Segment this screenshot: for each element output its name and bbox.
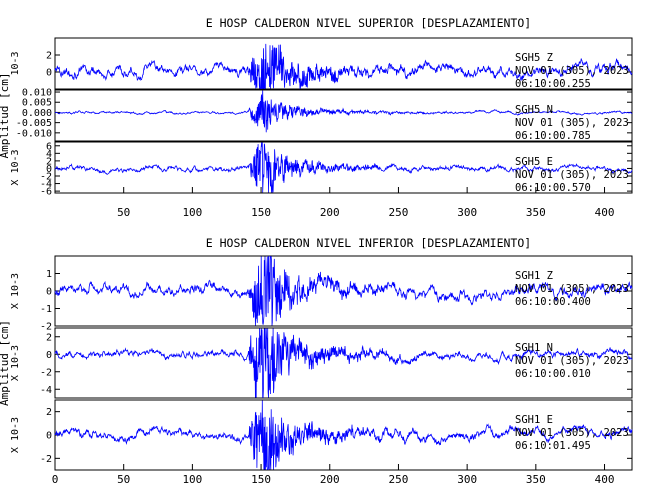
chart-title: E HOSP CALDERON NIVEL SUPERIOR [DESPLAZA… <box>206 16 531 30</box>
time-label: 06:10:00.255 <box>515 78 591 90</box>
y-tick-label: 6 <box>46 141 52 152</box>
time-label: 06:10:00.010 <box>515 368 591 380</box>
x-tick-label: 400 <box>595 473 615 486</box>
y-tick-label: -1 <box>40 304 52 315</box>
trace-sgh5-e <box>54 142 633 193</box>
date-label: NOV 01 (305), 2023 <box>515 427 629 439</box>
x-tick-label: 250 <box>389 206 409 219</box>
panel-frame <box>54 89 633 142</box>
x-tick-label: 50 <box>117 473 130 486</box>
y-tick-label: 0.000 <box>22 108 52 119</box>
time-label: 06:10:00.570 <box>515 182 591 194</box>
x-tick-label: 350 <box>526 206 546 219</box>
y-scale-label: X 10-3 <box>10 345 21 381</box>
time-label: 06:10:01.495 <box>515 440 591 452</box>
y-tick-label: -2 <box>40 367 52 378</box>
x-tick-label: 100 <box>182 206 202 219</box>
station-label: SGH1 N <box>515 342 553 354</box>
y-tick-label: 0.005 <box>22 98 52 109</box>
date-label: NOV 01 (305), 2023 <box>515 169 629 181</box>
x-tick-label: 250 <box>389 473 409 486</box>
y-tick-label: 0 <box>46 68 52 79</box>
y-tick-label: -2 <box>40 454 52 465</box>
time-label: 06:10:00.785 <box>515 130 591 142</box>
station-label: SGH5 N <box>515 104 553 116</box>
y-tick-label: -2 <box>40 172 52 183</box>
time-label: 06:10:00.400 <box>515 296 591 308</box>
x-tick-label: 150 <box>251 473 271 486</box>
trace-sgh1-e <box>54 400 633 470</box>
chart-title: E HOSP CALDERON NIVEL INFERIOR [DESPLAZA… <box>206 236 531 250</box>
y-tick-label: -0.005 <box>16 118 52 129</box>
y-tick-label: -4 <box>40 385 52 396</box>
y-tick-label: 2 <box>46 156 52 167</box>
x-tick-label: 400 <box>595 206 615 219</box>
panel-frame <box>54 141 633 194</box>
x-tick-label: 0 <box>52 473 59 486</box>
station-label: SGH5 E <box>515 156 553 168</box>
x-tick-label: 300 <box>457 206 477 219</box>
chart-group-2: E HOSP CALDERON NIVEL INFERIOR [DESPLAZA… <box>0 236 633 486</box>
y-tick-label: 0.010 <box>22 88 52 99</box>
x-tick-label: 200 <box>320 206 340 219</box>
trace-sgh1-n <box>54 328 633 398</box>
y-tick-label: 2 <box>46 407 52 418</box>
y-tick-label: -4 <box>40 179 52 190</box>
chart-group-1: E HOSP CALDERON NIVEL SUPERIOR [DESPLAZA… <box>0 16 633 219</box>
date-label: NOV 01 (305), 2023 <box>515 117 629 129</box>
y-axis-label: Amplitud [cm] <box>0 320 11 406</box>
x-tick-label: 50 <box>117 206 130 219</box>
x-tick-label: 300 <box>457 473 477 486</box>
y-tick-label: 0 <box>46 431 52 442</box>
y-scale-label: 10-3 <box>10 51 21 75</box>
y-scale-label: X 10-3 <box>10 273 21 309</box>
station-label: SGH5 Z <box>515 52 553 64</box>
y-tick-label: 2 <box>46 51 52 62</box>
x-tick-label: 200 <box>320 473 340 486</box>
y-tick-label: -0.010 <box>16 128 52 139</box>
date-label: NOV 01 (305), 2023 <box>515 65 629 77</box>
y-tick-label: 0 <box>46 164 52 175</box>
y-tick-label: 2 <box>46 332 52 343</box>
x-tick-label: 350 <box>526 473 546 486</box>
trace-sgh5-z <box>54 43 633 90</box>
station-label: SGH1 E <box>515 414 553 426</box>
y-tick-label: -6 <box>40 187 52 198</box>
y-tick-label: -2 <box>40 322 52 333</box>
station-label: SGH1 Z <box>515 270 553 282</box>
y-tick-label: 0 <box>46 350 52 361</box>
trace-sgh5-n <box>54 90 633 133</box>
y-axis-label: Amplitud [cm] <box>0 72 11 158</box>
trace-sgh1-z <box>54 256 633 326</box>
panel-frame <box>54 327 633 399</box>
date-label: NOV 01 (305), 2023 <box>515 283 629 295</box>
y-tick-label: 0 <box>46 287 52 298</box>
y-tick-label: 1 <box>46 269 52 280</box>
x-tick-label: 150 <box>251 206 271 219</box>
y-scale-label: X 10-3 <box>10 417 21 453</box>
y-tick-label: 4 <box>46 149 52 160</box>
y-scale-label: X 10-3 <box>10 149 21 185</box>
panel-frame <box>54 37 633 90</box>
date-label: NOV 01 (305), 2023 <box>515 355 629 367</box>
x-tick-label: 100 <box>182 473 202 486</box>
